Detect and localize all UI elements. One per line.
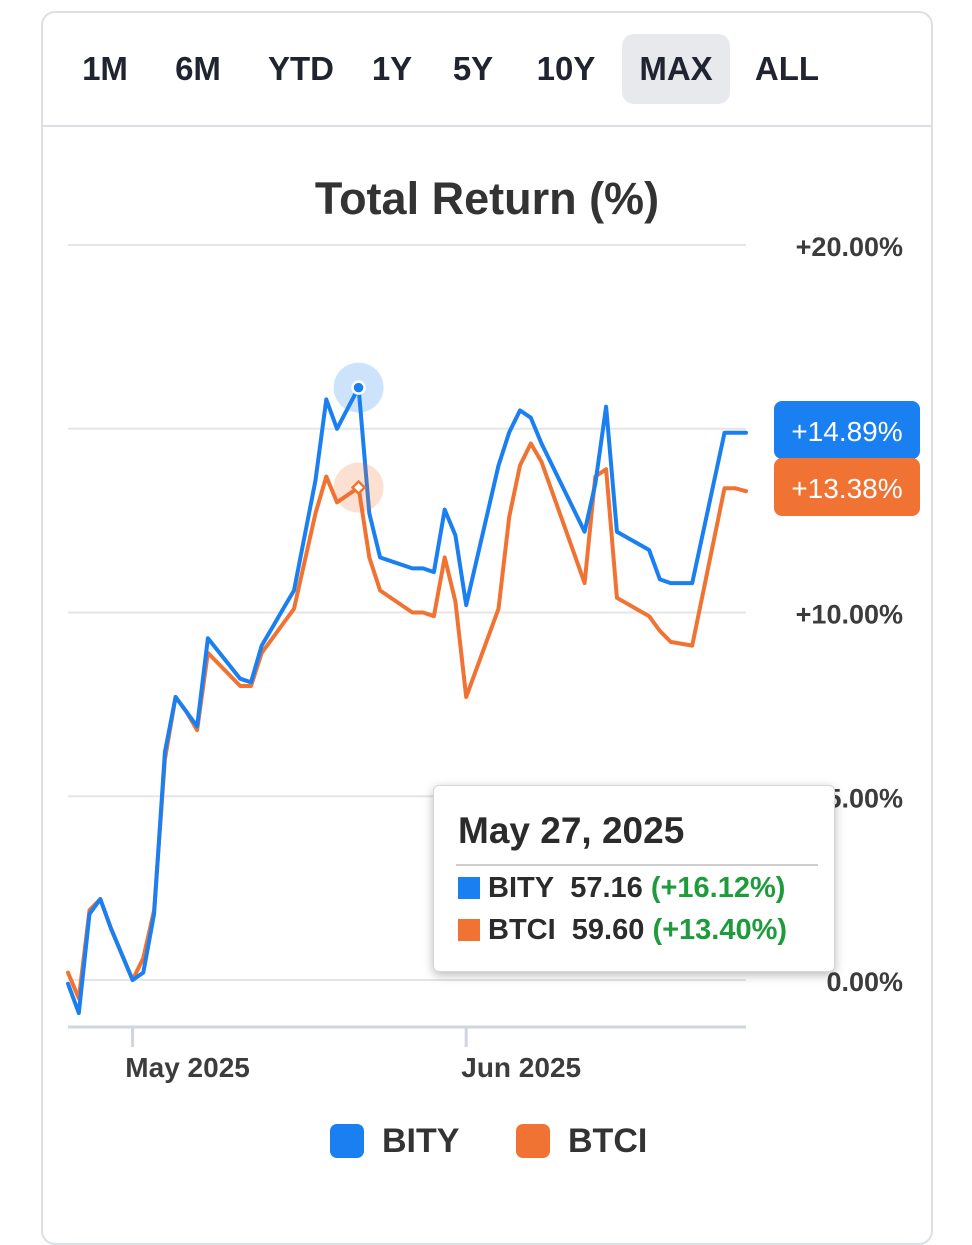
bity-swatch [458, 877, 480, 899]
y-tick-label: +10.00% [796, 600, 903, 630]
btci-swatch [458, 919, 480, 941]
legend-swatch-bity [330, 1124, 364, 1158]
tooltip-separator [456, 864, 818, 866]
x-tick-label: Jun 2025 [461, 1052, 581, 1083]
legend-item-bity[interactable]: BITY [330, 1122, 459, 1161]
y-tick-label: 5.00% [826, 783, 903, 813]
chart-card: 1M 6M YTD 1Y 5Y 10Y MAX ALL Total Return… [41, 11, 933, 1245]
hover-marker-btci [350, 479, 367, 496]
legend-swatch-btci [516, 1124, 550, 1158]
tab-1m[interactable]: 1M [82, 50, 128, 87]
tooltip-row-name: BITY [488, 872, 555, 904]
legend-item-btci[interactable]: BTCI [516, 1122, 647, 1161]
tooltip: May 27, 2025 BITY 57.16 (+16.12%) BTCI 5… [433, 785, 835, 972]
x-tick-label: May 2025 [125, 1052, 250, 1083]
range-tabs: 1M 6M YTD 1Y 5Y 10Y MAX ALL [43, 13, 931, 127]
end-value-badge-btci [774, 458, 920, 516]
tab-10y[interactable]: 10Y [536, 50, 596, 87]
y-tick-label: +20.00% [796, 232, 903, 262]
tab-5y[interactable]: 5Y [452, 50, 494, 87]
tab-1y[interactable]: 1Y [371, 50, 413, 87]
tab-all[interactable]: ALL [754, 50, 820, 87]
tooltip-row-change: (+16.12%) [650, 872, 786, 904]
line-chart[interactable]: 0.00%5.00%+10.00%+15.00%+20.00% May 2025… [0, 0, 972, 1200]
end-value-label: +13.38% [791, 473, 902, 504]
legend-label-bity: BITY [382, 1122, 460, 1160]
hover-marker-bity [351, 380, 366, 395]
tooltip-row-change: (+13.40%) [652, 914, 788, 946]
series-line-bity[interactable] [66, 385, 748, 1016]
tab-max[interactable]: MAX [622, 34, 730, 104]
tooltip-row-price: 59.60 [571, 914, 645, 946]
y-tick-label: 0.00% [826, 967, 903, 997]
legend: BITY BTCI [0, 1122, 972, 1172]
tooltip-date: May 27, 2025 [458, 810, 685, 851]
tooltip-row-name: BTCI [488, 914, 556, 946]
end-value-label: +14.89% [791, 416, 902, 447]
chart-title: Total Return (%) [314, 173, 660, 224]
tab-6m[interactable]: 6M [175, 50, 221, 87]
end-value-badge-bity [774, 401, 920, 459]
tooltip-row-bity: BITY 57.16 (+16.12%) [458, 872, 785, 905]
legend-label-btci: BTCI [568, 1122, 648, 1160]
tooltip-row-btci: BTCI 59.60 (+13.40%) [458, 914, 787, 947]
tab-ytd[interactable]: YTD [268, 50, 334, 87]
tooltip-row-price: 57.16 [570, 872, 643, 904]
